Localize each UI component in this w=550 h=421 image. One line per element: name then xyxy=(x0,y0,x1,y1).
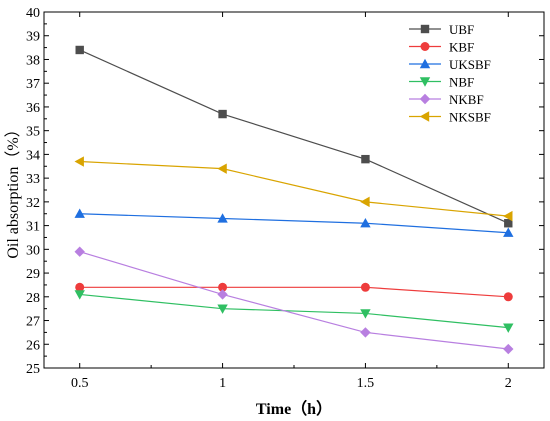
legend-marker xyxy=(419,93,431,105)
y-tick-label: 37 xyxy=(26,77,40,92)
y-tick-label: 32 xyxy=(26,196,40,211)
series-nkbf xyxy=(74,246,514,355)
y-tick-label: 35 xyxy=(26,125,40,140)
series-layer xyxy=(74,45,514,355)
series-nksbf xyxy=(74,156,513,222)
data-point-nksbf xyxy=(74,156,84,167)
data-point-uksbf xyxy=(217,213,228,223)
x-tick-label: 1.5 xyxy=(357,376,375,391)
data-point-nksbf xyxy=(503,210,513,222)
x-axis-title: Time（h） xyxy=(256,400,332,418)
data-point-uksbf xyxy=(360,218,371,228)
data-point-nkbf xyxy=(360,327,371,338)
y-tick-label: 30 xyxy=(26,243,40,258)
legend-marker xyxy=(419,77,431,87)
data-point-nbf xyxy=(360,309,371,319)
series-kbf xyxy=(75,282,513,302)
data-point-kbf xyxy=(218,282,228,292)
legend-label: NBF xyxy=(449,75,474,90)
y-tick-label: 40 xyxy=(26,6,40,21)
data-point-ubf xyxy=(361,154,370,164)
series-line-uksbf xyxy=(79,213,509,234)
y-tick-label: 28 xyxy=(26,291,40,306)
data-point-nksbf xyxy=(360,196,370,208)
data-point-ubf xyxy=(75,45,84,55)
data-point-uksbf xyxy=(74,208,85,218)
x-tick-label: 2 xyxy=(505,376,512,391)
data-point-nbf xyxy=(217,304,228,314)
y-tick-label: 33 xyxy=(26,172,40,187)
x-tick-label: 0.5 xyxy=(71,376,89,391)
series-line-ubf xyxy=(79,49,509,224)
y-tick-label: 29 xyxy=(26,267,40,282)
legend-label: UKSBF xyxy=(449,57,491,72)
data-point-nkbf xyxy=(217,289,228,300)
legend-item-nkbf: NKBF xyxy=(409,92,484,107)
y-tick-label: 27 xyxy=(26,315,40,330)
data-point-ubf xyxy=(218,109,227,119)
data-point-kbf xyxy=(75,282,85,292)
legend: UBF KBF UKSBF NBF NKBF NKSBF xyxy=(409,22,491,125)
data-point-nbf xyxy=(74,290,85,300)
legend-marker xyxy=(419,58,431,69)
data-point-uksbf xyxy=(503,227,514,237)
y-tick-label: 25 xyxy=(26,362,40,377)
legend-label: NKBF xyxy=(449,92,484,107)
data-point-nbf xyxy=(503,323,514,333)
legend-marker xyxy=(420,24,430,34)
legend-item-ubf: UBF xyxy=(409,22,474,37)
y-tick-label: 38 xyxy=(26,53,40,68)
data-point-nkbf xyxy=(503,343,514,355)
series-ubf xyxy=(75,45,513,228)
y-tick-label: 26 xyxy=(26,338,40,353)
y-tick-label: 31 xyxy=(26,220,40,235)
data-point-nksbf xyxy=(217,163,227,174)
legend-label: UBF xyxy=(449,22,474,37)
x-tick-label: 1 xyxy=(219,376,226,391)
legend-marker xyxy=(419,111,430,122)
series-line-nksbf xyxy=(79,160,509,217)
y-axis-title: Oil absorption（%） xyxy=(4,121,22,258)
legend-label: KBF xyxy=(449,40,474,55)
legend-marker xyxy=(420,42,430,51)
data-point-kbf xyxy=(360,282,370,292)
y-tick-label: 36 xyxy=(26,101,40,116)
y-tick-label: 39 xyxy=(26,30,40,45)
series-nbf xyxy=(74,290,514,333)
axes: 25 26 27 28 29 30 31 32 33 34 35 36 37 38 39 40 0.5 1 1.5 2 xyxy=(26,6,545,391)
data-point-kbf xyxy=(503,292,513,302)
legend-label: NKSBF xyxy=(449,110,491,125)
legend-item-uksbf: UKSBF xyxy=(409,57,491,72)
series-line-nkbf xyxy=(79,251,509,350)
legend-item-nbf: NBF xyxy=(409,75,474,90)
legend-item-nksbf: NKSBF xyxy=(409,110,491,125)
series-line-nbf xyxy=(79,293,509,329)
y-tick-label: 34 xyxy=(26,148,40,163)
series-line-kbf xyxy=(79,286,509,298)
legend-item-kbf: KBF xyxy=(409,40,474,55)
data-point-nkbf xyxy=(74,246,85,257)
series-uksbf xyxy=(74,208,514,237)
data-point-ubf xyxy=(504,219,513,228)
